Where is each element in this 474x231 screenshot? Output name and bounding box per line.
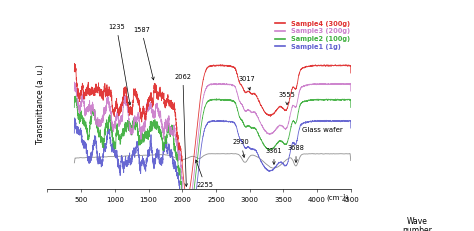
Text: 2930: 2930 — [233, 139, 249, 157]
Text: 3017: 3017 — [238, 76, 255, 90]
Text: 3361: 3361 — [265, 148, 283, 164]
Legend: Sample4 (300g), Sample3 (200g), Sample2 (100g), Sample1 (1g): Sample4 (300g), Sample3 (200g), Sample2 … — [274, 20, 350, 50]
Text: 1235: 1235 — [108, 24, 131, 105]
Text: Glass wafer: Glass wafer — [302, 127, 343, 133]
Text: 2062: 2062 — [174, 74, 191, 186]
Text: (cm⁻¹): (cm⁻¹) — [327, 194, 349, 201]
Text: 1587: 1587 — [133, 27, 154, 80]
Text: 3688: 3688 — [288, 145, 304, 162]
Text: Wave: Wave — [407, 217, 428, 226]
Text: 2255: 2255 — [196, 160, 214, 188]
Text: 3555: 3555 — [279, 92, 295, 105]
Y-axis label: Transmittance (a. u.): Transmittance (a. u.) — [36, 64, 45, 144]
Text: number: number — [402, 226, 432, 231]
